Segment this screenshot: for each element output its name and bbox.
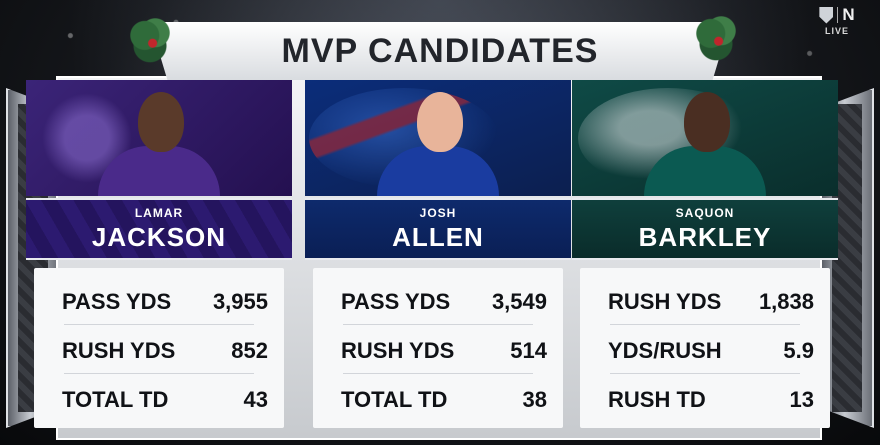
player-first-name: LAMAR: [134, 205, 184, 220]
title-banner: MVP CANDIDATES: [150, 22, 730, 80]
stat-label: RUSH YDS: [341, 338, 455, 363]
player-photo: [305, 80, 571, 196]
network-logo-icon: N: [842, 5, 855, 24]
stats-panel: RUSH YDS 1,838 YDS/RUSH 5.9 RUSH TD 13: [580, 268, 830, 428]
stats-panel: PASS YDS 3,955 RUSH YDS 852 TOTAL TD 43: [34, 268, 284, 428]
stat-value: 514: [510, 338, 547, 363]
stat-value: 3,549: [491, 289, 547, 314]
player-name-bar: JOSH ALLEN: [305, 198, 571, 260]
stat-value: 38: [522, 387, 547, 412]
live-label: LIVE: [824, 26, 849, 36]
stat-label: TOTAL TD: [341, 387, 448, 412]
player-last-name: JACKSON: [91, 221, 227, 252]
stat-row: RUSH YDS 514: [313, 327, 563, 375]
stat-label: RUSH YDS: [608, 289, 722, 314]
player-avatar: [644, 86, 766, 196]
stat-row: PASS YDS 3,955: [34, 278, 284, 326]
player-name-bar: SAQUON BARKLEY: [572, 198, 838, 260]
player-last-name: ALLEN: [392, 221, 484, 252]
stats-panel: PASS YDS 3,549 RUSH YDS 514 TOTAL TD 38: [313, 268, 563, 428]
player-first-name: SAQUON: [675, 205, 735, 220]
stat-label: PASS YDS: [341, 289, 451, 314]
nfl-shield-icon: [819, 6, 834, 24]
stat-row: RUSH YDS 852: [34, 327, 284, 375]
stat-value: 13: [789, 387, 814, 412]
player-avatar: [377, 86, 499, 196]
candidate-card-jackson: LAMAR JACKSON PASS YDS 3,955 RUSH YDS 85…: [26, 80, 292, 442]
stat-value: 852: [231, 338, 268, 363]
player-name-bar: LAMAR JACKSON: [26, 198, 292, 260]
stat-row: TOTAL TD 38: [313, 376, 563, 424]
network-logo: N LIVE: [814, 4, 860, 36]
stat-value: 1,838: [758, 289, 814, 314]
player-photo: [572, 80, 838, 196]
holly-wreath-icon: [124, 12, 176, 64]
player-avatar: [98, 86, 220, 196]
stat-value: 43: [243, 387, 268, 412]
stat-row: TOTAL TD 43: [34, 376, 284, 424]
stat-label: TOTAL TD: [62, 387, 169, 412]
player-last-name: BARKLEY: [638, 221, 772, 252]
candidate-card-allen: JOSH ALLEN PASS YDS 3,549 RUSH YDS 514 T…: [305, 80, 571, 442]
stat-row: YDS/RUSH 5.9: [580, 327, 830, 375]
stat-label: PASS YDS: [62, 289, 172, 314]
page-title: MVP CANDIDATES: [281, 31, 599, 70]
stat-value: 3,955: [212, 289, 268, 314]
stat-value: 5.9: [783, 338, 814, 363]
stat-label: RUSH TD: [608, 387, 706, 412]
stat-row: RUSH YDS 1,838: [580, 278, 830, 326]
holly-wreath-icon: [690, 10, 742, 62]
player-first-name: JOSH: [419, 205, 457, 220]
stat-row: PASS YDS 3,549: [313, 278, 563, 326]
stat-row: RUSH TD 13: [580, 376, 830, 424]
stat-label: YDS/RUSH: [608, 338, 722, 363]
player-photo: [26, 80, 292, 196]
candidate-card-barkley: SAQUON BARKLEY RUSH YDS 1,838 YDS/RUSH 5…: [572, 80, 838, 442]
stat-label: RUSH YDS: [62, 338, 176, 363]
